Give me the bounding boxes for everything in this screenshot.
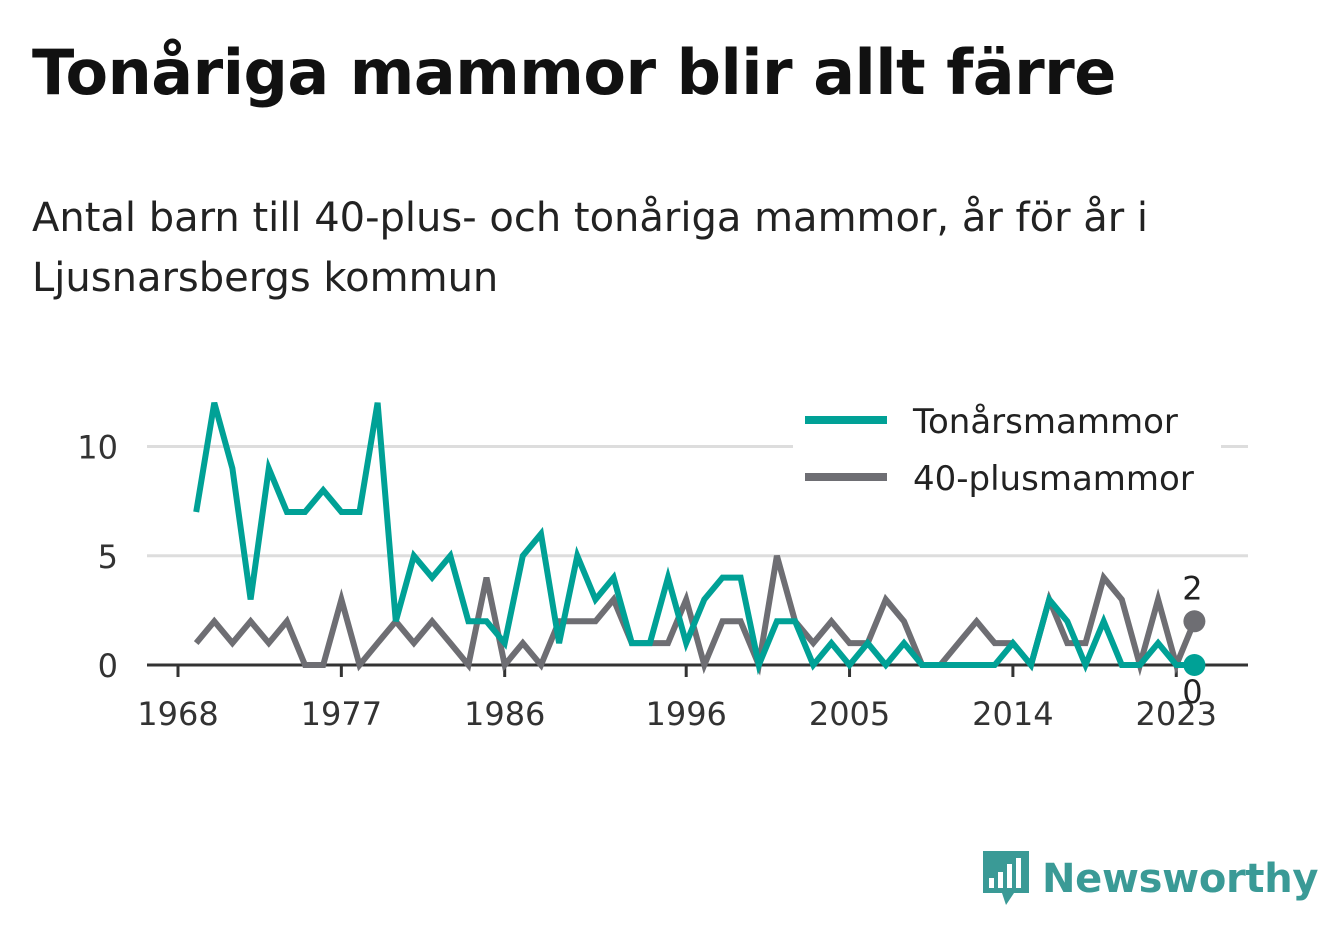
y-tick-label: 10 bbox=[77, 429, 118, 467]
x-tick-label: 1986 bbox=[464, 695, 545, 733]
gridlines: 0 5 10 bbox=[77, 429, 1248, 685]
x-tick-label: 1996 bbox=[645, 695, 726, 733]
end-label-40-plusmammor: 2 bbox=[1182, 569, 1202, 607]
newsworthy-logo: Newsworthy bbox=[980, 846, 1319, 912]
legend: Tonårsmammor 40-plusmammor bbox=[793, 398, 1221, 508]
x-tick-label: 1977 bbox=[301, 695, 382, 733]
newsworthy-bar-chart-icon bbox=[983, 851, 1029, 905]
legend-label-tonarsmammor: Tonårsmammor bbox=[912, 402, 1178, 442]
series-lines bbox=[193, 402, 1198, 677]
end-marker-40-plusmammor bbox=[1183, 610, 1206, 633]
chart-title: Tonåriga mammor blir allt färre bbox=[32, 36, 1116, 109]
x-tick-label: 1968 bbox=[137, 695, 218, 733]
y-tick-label: 5 bbox=[98, 538, 118, 576]
x-tick-label: 2023 bbox=[1136, 695, 1217, 733]
x-tick-label: 2005 bbox=[809, 695, 890, 733]
series-line-tonarsmammor bbox=[193, 402, 1195, 676]
brand-name: Newsworthy bbox=[1042, 856, 1319, 902]
x-tick-label: 2014 bbox=[972, 695, 1053, 733]
x-axis: 1968 1977 1986 1996 2005 2014 2023 bbox=[137, 663, 1248, 733]
end-labels: 02 bbox=[1182, 569, 1206, 711]
end-label-tonarsmammor: 0 bbox=[1182, 673, 1202, 711]
legend-label-40-plusmammor: 40-plusmammor bbox=[913, 459, 1194, 499]
y-tick-label: 0 bbox=[98, 647, 118, 685]
line-chart: 0 5 10 1968 1977 1986 1996 2005 2014 2023 Tonårs… bbox=[77, 398, 1248, 733]
chart-subtitle: Antal barn till 40-plus- och tonåriga ma… bbox=[32, 195, 1149, 301]
end-marker-tonarsmammor bbox=[1183, 654, 1206, 676]
